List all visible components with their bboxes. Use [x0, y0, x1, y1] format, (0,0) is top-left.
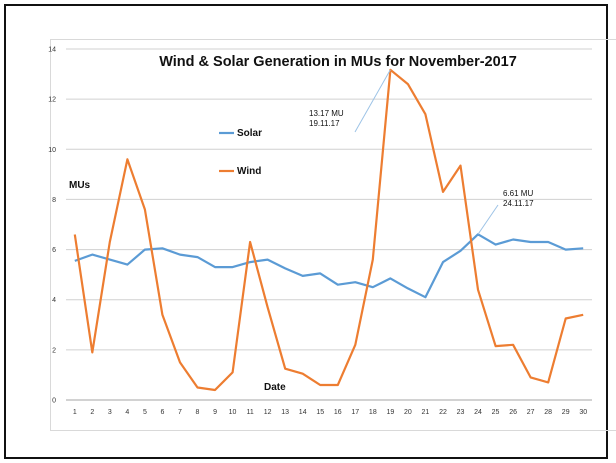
x-tick-label: 2 — [90, 409, 94, 416]
x-tick-label: 19 — [386, 409, 394, 416]
x-tick-label: 6 — [160, 409, 164, 416]
x-tick-label: 16 — [334, 409, 342, 416]
x-axis-label: Date — [264, 382, 286, 393]
x-tick-label: 4 — [125, 409, 129, 416]
x-tick-label: 13 — [281, 409, 289, 416]
x-tick-label: 24 — [474, 409, 482, 416]
x-tick-label: 20 — [404, 409, 412, 416]
x-tick-label: 9 — [213, 409, 217, 416]
y-tick-label: 8 — [52, 197, 56, 204]
gridlines — [66, 48, 592, 401]
x-tick-label: 15 — [316, 409, 324, 416]
y-tick-label: 6 — [52, 247, 56, 254]
x-tick-label: 1 — [73, 409, 77, 416]
chart-title: Wind & Solar Generation in MUs for Novem… — [159, 54, 517, 70]
chart-area — [50, 39, 616, 431]
x-tick-label: 29 — [562, 409, 570, 416]
series-lines — [73, 68, 584, 392]
x-tick-label: 23 — [457, 409, 465, 416]
annotation-leader — [354, 69, 391, 133]
x-tick-label: 5 — [143, 409, 147, 416]
x-tick-label: 18 — [369, 409, 377, 416]
x-tick-label: 28 — [544, 409, 552, 416]
x-tick-label: 12 — [264, 409, 272, 416]
legend-wind-label: Wind — [237, 166, 261, 177]
chart-frame — [4, 4, 616, 459]
annotation-text: 19.11.17 — [309, 119, 340, 128]
y-axis-label: MUs — [69, 180, 91, 191]
annotation-text: 24.11.17 — [503, 199, 534, 208]
y-tick-label: 14 — [48, 47, 56, 54]
x-tick-label: 30 — [579, 409, 587, 416]
y-tick-label: 10 — [48, 147, 56, 154]
x-tick-label: 17 — [351, 409, 359, 416]
legend: Solar Wind — [219, 128, 262, 177]
x-tick-label: 26 — [509, 409, 517, 416]
y-tick-label: 12 — [48, 97, 56, 104]
x-tick-label: 22 — [439, 409, 447, 416]
x-tick-label: 11 — [246, 409, 253, 416]
x-tick-label: 14 — [299, 409, 307, 416]
annotation-leader — [477, 204, 499, 235]
y-tick-label: 2 — [52, 347, 56, 354]
legend-solar-label: Solar — [237, 128, 262, 139]
y-tick-label: 0 — [52, 398, 56, 405]
series-line-wind — [73, 68, 584, 392]
x-tick-label: 25 — [492, 409, 500, 416]
annotation-text: 13.17 MU — [309, 109, 344, 118]
x-tick-label: 27 — [527, 409, 535, 416]
x-tick-label: 10 — [229, 409, 237, 416]
y-axis-ticks: 0 2 4 6 8 10 12 14 — [48, 47, 56, 405]
series-line-solar — [74, 233, 584, 299]
x-tick-label: 8 — [196, 409, 200, 416]
x-tick-label: 21 — [422, 409, 430, 416]
y-tick-label: 4 — [52, 297, 56, 304]
x-tick-label: 7 — [178, 409, 182, 416]
x-tick-label: 3 — [108, 409, 112, 416]
annotation-text: 6.61 MU — [503, 189, 533, 198]
x-axis-ticks: 1 2 3 4 5 6 7 8 9 10 11 12 13 14 15 16 17 18 19 20 21 22 23 24 2… — [73, 409, 587, 416]
